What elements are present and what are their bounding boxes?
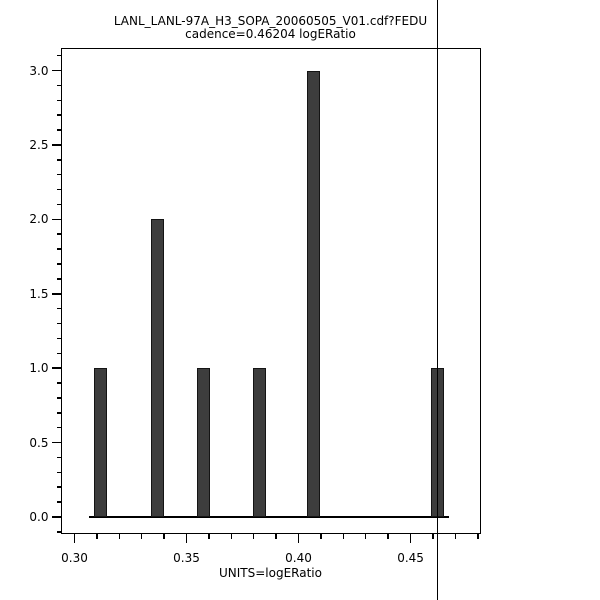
cadence-marker-line: [436, 0, 439, 600]
chart-subtitle: cadence=0.46204 logERatio: [185, 26, 356, 41]
y-minor-tick: [56, 337, 62, 340]
plot-frame: [60, 47, 481, 535]
y-major-tick: [52, 218, 62, 221]
y-tick-label: 0.5: [29, 435, 49, 450]
y-tick-label: 0.0: [29, 509, 49, 524]
x-tick-label: 0.35: [173, 551, 200, 565]
y-minor-tick: [56, 248, 62, 250]
chart-title: LANL_LANL-97A_H3_SOPA_20060505_V01.cdf?F…: [113, 14, 428, 28]
x-tick-label: 0.40: [285, 551, 312, 565]
y-minor-tick: [56, 412, 62, 414]
y-major-tick: [52, 367, 62, 369]
y-minor-tick: [56, 159, 62, 161]
y-minor-tick: [56, 501, 62, 503]
y-minor-tick: [56, 307, 62, 310]
y-minor-tick: [56, 233, 62, 235]
y-major-tick: [52, 516, 62, 518]
x-minor-tick: [320, 533, 322, 539]
x-minor-tick: [118, 533, 121, 539]
y-minor-tick: [56, 471, 62, 474]
x-major-tick: [409, 533, 412, 543]
x-minor-tick: [275, 533, 277, 539]
x-major-tick: [73, 533, 76, 543]
x-minor-tick: [140, 533, 143, 539]
y-minor-tick: [56, 263, 62, 265]
y-minor-tick: [56, 129, 62, 131]
y-minor-tick: [56, 322, 62, 325]
y-minor-tick: [56, 84, 62, 87]
x-minor-tick: [387, 533, 389, 539]
x-tick-label: 0.30: [61, 551, 88, 565]
histogram-bar: [197, 368, 211, 517]
histogram-bar: [307, 70, 321, 517]
y-tick-label: 3.0: [29, 63, 49, 78]
x-minor-tick: [364, 533, 367, 539]
y-major-tick: [52, 441, 62, 444]
x-minor-tick: [230, 533, 233, 539]
y-minor-tick: [56, 426, 62, 429]
x-minor-tick: [208, 533, 210, 539]
y-major-tick: [52, 293, 62, 295]
x-minor-tick: [477, 533, 479, 539]
x-axis-title: UNITS=logERatio: [219, 566, 322, 580]
x-major-tick: [185, 533, 188, 543]
chart-title-block: LANL_LANL-97A_H3_SOPA_20060505_V01.cdf?F…: [61, 15, 480, 40]
y-minor-tick: [56, 352, 62, 355]
y-minor-tick: [56, 486, 62, 488]
x-minor-tick: [252, 533, 255, 539]
y-minor-tick: [56, 173, 62, 176]
x-minor-tick: [96, 533, 98, 539]
histogram-baseline: [89, 516, 450, 518]
x-tick-label: 0.45: [397, 551, 424, 565]
y-minor-tick: [56, 99, 62, 102]
y-minor-tick: [56, 114, 62, 116]
x-minor-tick: [163, 533, 165, 539]
y-tick-label: 2.5: [29, 137, 49, 152]
y-minor-tick: [56, 531, 62, 533]
y-tick-label: 1.5: [29, 286, 49, 301]
y-minor-tick: [56, 278, 62, 280]
y-minor-tick: [56, 397, 62, 399]
y-major-tick: [52, 69, 62, 72]
y-minor-tick: [56, 188, 62, 191]
histogram-bar: [151, 219, 165, 517]
x-minor-tick: [454, 533, 457, 539]
y-minor-tick: [56, 54, 62, 57]
x-minor-tick: [342, 533, 345, 539]
y-major-tick: [52, 144, 62, 146]
y-minor-tick: [56, 203, 62, 206]
y-minor-tick: [56, 382, 62, 384]
x-minor-tick: [432, 533, 434, 539]
y-tick-label: 1.0: [29, 361, 49, 376]
y-minor-tick: [56, 456, 62, 459]
histogram-bar: [94, 368, 108, 517]
x-major-tick: [297, 533, 300, 543]
y-tick-label: 2.0: [29, 212, 49, 227]
histogram-bar: [253, 368, 267, 517]
